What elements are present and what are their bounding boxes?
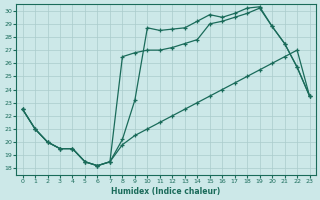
X-axis label: Humidex (Indice chaleur): Humidex (Indice chaleur): [111, 187, 221, 196]
